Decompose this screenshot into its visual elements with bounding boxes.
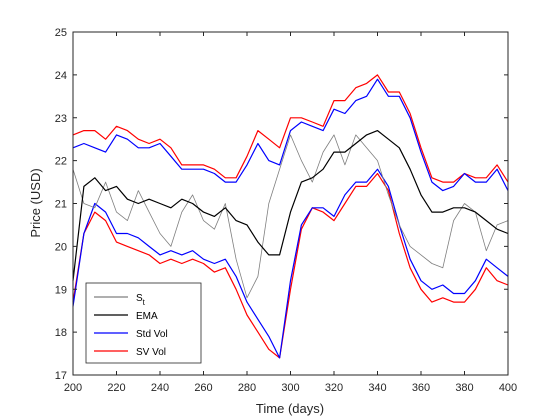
x-tick-label: 360	[412, 382, 430, 394]
x-tick-label: 200	[64, 382, 82, 394]
legend-label: Std Vol	[136, 329, 168, 340]
std-vol-lower-line	[72, 168, 509, 359]
x-tick-label: 280	[238, 382, 256, 394]
legend-label: EMA	[136, 311, 158, 322]
y-tick-label: 23	[55, 113, 67, 125]
legend-label: SV Vol	[136, 347, 166, 358]
y-tick-label: 24	[55, 70, 67, 82]
y-tick-label: 19	[55, 284, 67, 296]
legend-label: St	[136, 293, 146, 307]
x-tick-label: 400	[499, 382, 517, 394]
x-tick-label: 380	[455, 382, 473, 394]
x-tick-label: 320	[325, 382, 343, 394]
legend: St EMA Std Vol SV Vol	[85, 282, 202, 364]
y-tick-label: 18	[55, 327, 67, 339]
x-tick-label: 300	[281, 382, 299, 394]
x-tick-label: 260	[194, 382, 212, 394]
x-tick-label: 240	[151, 382, 169, 394]
std-vol-upper-line	[72, 78, 509, 192]
legend-box	[85, 282, 202, 364]
y-tick-label: 25	[55, 27, 67, 39]
y-tick-label: 17	[55, 370, 67, 382]
y-axis-label: Price (USD)	[28, 168, 43, 237]
sv-vol-lower-line	[72, 172, 509, 359]
x-axis-label: Time (days)	[256, 401, 324, 416]
series-layer	[72, 74, 509, 359]
y-tick-label: 22	[55, 156, 67, 168]
price-line	[72, 134, 509, 299]
x-tick-label: 220	[107, 382, 125, 394]
axes-layer: 200 220 240 260 280 300 320 340 360 380 400 17 18 19 2…	[55, 27, 517, 394]
y-tick-label: 21	[55, 199, 67, 211]
x-tick-label: 340	[368, 382, 386, 394]
y-tick-label: 20	[55, 241, 67, 253]
sv-vol-upper-line	[72, 74, 509, 183]
ema-line	[72, 130, 509, 281]
